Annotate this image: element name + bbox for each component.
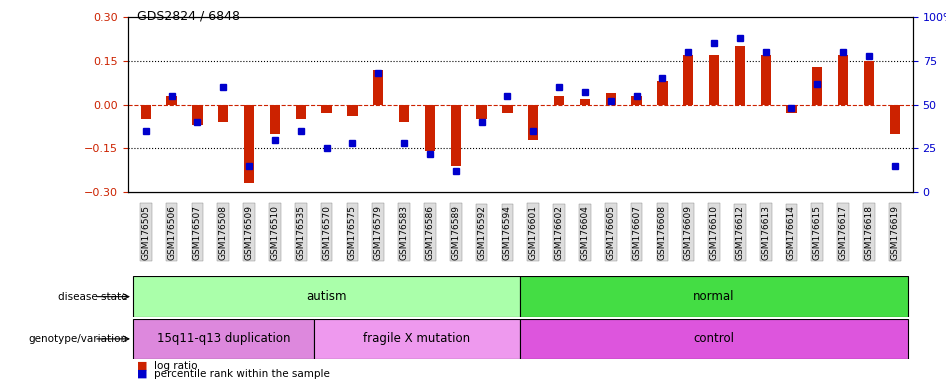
- Bar: [528, 104, 538, 140]
- Text: GSM176594: GSM176594: [503, 205, 512, 260]
- Text: GSM176615: GSM176615: [813, 205, 822, 260]
- Bar: [192, 104, 202, 125]
- Bar: [864, 61, 874, 104]
- Text: GSM176612: GSM176612: [735, 205, 745, 260]
- Bar: [295, 104, 306, 119]
- Text: GSM176586: GSM176586: [426, 205, 434, 260]
- Bar: [683, 55, 693, 104]
- Bar: [450, 104, 461, 166]
- Text: GSM176579: GSM176579: [374, 205, 383, 260]
- Bar: [735, 46, 745, 104]
- Bar: [709, 55, 719, 104]
- Text: GSM176605: GSM176605: [606, 205, 615, 260]
- Text: ■: ■: [137, 369, 148, 379]
- Bar: [786, 104, 797, 113]
- Bar: [132, 276, 520, 317]
- Text: GSM176589: GSM176589: [451, 205, 461, 260]
- Bar: [889, 104, 900, 134]
- Text: GSM176618: GSM176618: [865, 205, 873, 260]
- Text: GSM176583: GSM176583: [399, 205, 409, 260]
- Text: GSM176510: GSM176510: [271, 205, 279, 260]
- Text: GSM176609: GSM176609: [684, 205, 692, 260]
- Text: GSM176613: GSM176613: [762, 205, 770, 260]
- Text: GSM176614: GSM176614: [787, 205, 796, 260]
- Text: autism: autism: [307, 290, 347, 303]
- Text: 15q11-q13 duplication: 15q11-q13 duplication: [156, 333, 290, 345]
- Bar: [520, 276, 908, 317]
- Text: GSM176507: GSM176507: [193, 205, 201, 260]
- Text: GSM176508: GSM176508: [219, 205, 228, 260]
- Bar: [502, 104, 513, 113]
- Text: GSM176575: GSM176575: [348, 205, 357, 260]
- Bar: [520, 319, 908, 359]
- Bar: [132, 319, 314, 359]
- Text: GSM176607: GSM176607: [632, 205, 641, 260]
- Text: GSM176619: GSM176619: [890, 205, 900, 260]
- Text: GSM176601: GSM176601: [529, 205, 537, 260]
- Text: genotype/variation: genotype/variation: [28, 334, 127, 344]
- Bar: [605, 93, 616, 104]
- Bar: [761, 55, 771, 104]
- Text: control: control: [693, 333, 734, 345]
- Bar: [141, 104, 151, 119]
- Text: GSM176570: GSM176570: [322, 205, 331, 260]
- Bar: [166, 96, 177, 104]
- Bar: [270, 104, 280, 134]
- Bar: [631, 96, 641, 104]
- Text: GSM176608: GSM176608: [657, 205, 667, 260]
- Bar: [477, 104, 487, 119]
- Bar: [425, 104, 435, 151]
- Bar: [813, 67, 822, 104]
- Text: GSM176505: GSM176505: [141, 205, 150, 260]
- Bar: [553, 96, 564, 104]
- Bar: [314, 319, 520, 359]
- Text: percentile rank within the sample: percentile rank within the sample: [154, 369, 330, 379]
- Bar: [322, 104, 332, 113]
- Text: GSM176604: GSM176604: [580, 205, 589, 260]
- Text: GDS2824 / 6848: GDS2824 / 6848: [137, 10, 240, 23]
- Text: GSM176617: GSM176617: [839, 205, 848, 260]
- Text: GSM176602: GSM176602: [554, 205, 564, 260]
- Text: ■: ■: [137, 361, 148, 371]
- Bar: [347, 104, 358, 116]
- Bar: [838, 55, 849, 104]
- Text: GSM176506: GSM176506: [167, 205, 176, 260]
- Bar: [244, 104, 254, 183]
- Bar: [580, 99, 590, 104]
- Text: GSM176509: GSM176509: [245, 205, 254, 260]
- Bar: [219, 104, 228, 122]
- Bar: [373, 70, 383, 104]
- Text: GSM176535: GSM176535: [296, 205, 306, 260]
- Text: log ratio: log ratio: [154, 361, 198, 371]
- Text: GSM176592: GSM176592: [477, 205, 486, 260]
- Text: normal: normal: [693, 290, 735, 303]
- Text: GSM176610: GSM176610: [710, 205, 719, 260]
- Text: fragile X mutation: fragile X mutation: [363, 333, 470, 345]
- Text: disease state: disease state: [58, 291, 127, 302]
- Bar: [399, 104, 410, 122]
- Bar: [657, 81, 668, 104]
